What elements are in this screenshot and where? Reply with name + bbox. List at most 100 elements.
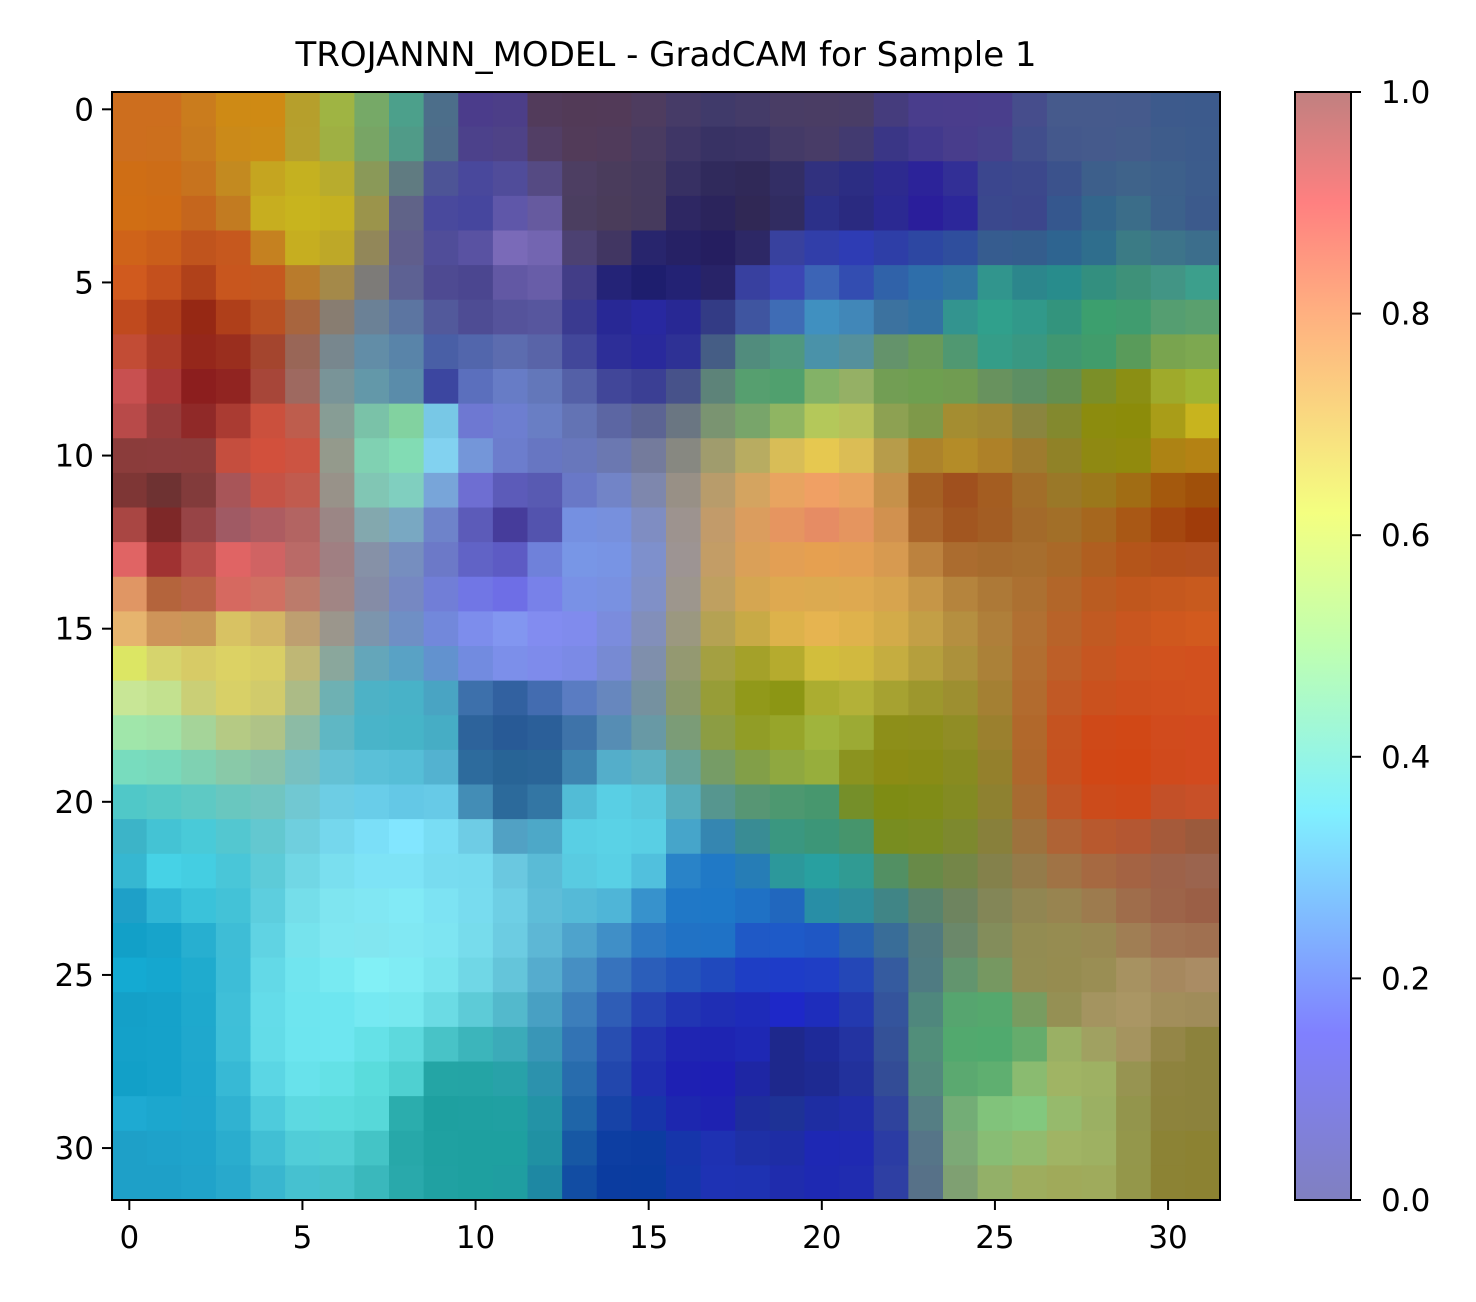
- heatmap-cell: [285, 853, 321, 889]
- heatmap-cell: [908, 1130, 944, 1166]
- heatmap-cell: [319, 369, 355, 405]
- heatmap-cell: [1185, 334, 1221, 370]
- heatmap-cell: [908, 576, 944, 612]
- heatmap-cell: [562, 715, 598, 751]
- heatmap-cell: [1012, 611, 1048, 647]
- heatmap-cell: [181, 715, 217, 751]
- heatmap-cell: [527, 438, 563, 474]
- heatmap-cell: [631, 195, 667, 232]
- heatmap-cell: [1046, 230, 1083, 266]
- heatmap-cell: [458, 1096, 494, 1132]
- heatmap-cell: [735, 957, 771, 993]
- heatmap-cell: [492, 230, 529, 266]
- heatmap-cell: [458, 126, 494, 162]
- heatmap-cell: [769, 195, 806, 232]
- heatmap-cell: [354, 92, 390, 128]
- heatmap-cell: [943, 853, 979, 889]
- heatmap-cell: [631, 438, 667, 474]
- heatmap-cell: [908, 611, 944, 647]
- heatmap-cell: [873, 576, 909, 612]
- heatmap-cell: [181, 749, 217, 786]
- heatmap-cell: [492, 749, 529, 786]
- heatmap-cell: [527, 161, 563, 197]
- heatmap-cell: [250, 403, 286, 439]
- heatmap-cell: [285, 646, 321, 682]
- heatmap-cell: [319, 646, 355, 682]
- heatmap-cell: [769, 957, 806, 993]
- heatmap-cell: [666, 680, 702, 716]
- heatmap-cell: [631, 265, 667, 301]
- heatmap-cell: [839, 299, 875, 335]
- heatmap-cell: [423, 957, 459, 993]
- heatmap-cell: [873, 992, 909, 1028]
- heatmap-cell: [943, 749, 979, 786]
- heatmap-cell: [631, 819, 667, 855]
- heatmap-cell: [423, 646, 459, 682]
- heatmap-cell: [666, 542, 702, 578]
- heatmap-cell: [215, 819, 252, 855]
- y-axis: 0 5 10 15 20 25 30: [55, 92, 112, 1167]
- heatmap-cell: [562, 161, 598, 197]
- heatmap-cell: [319, 334, 355, 370]
- heatmap-cell: [596, 888, 632, 924]
- heatmap-cell: [1012, 853, 1048, 889]
- heatmap-cell: [181, 680, 217, 716]
- heatmap-cell: [215, 542, 252, 578]
- heatmap-cell: [1116, 403, 1152, 439]
- heatmap-cell: [527, 334, 563, 370]
- heatmap-cell: [943, 542, 979, 578]
- heatmap-cell: [1081, 1061, 1117, 1097]
- heatmap-cell: [215, 888, 252, 924]
- heatmap-cell: [839, 265, 875, 301]
- heatmap-cell: [389, 438, 425, 474]
- heatmap-cell: [181, 542, 217, 578]
- heatmap-cell: [977, 507, 1013, 543]
- heatmap-cell: [1012, 888, 1048, 924]
- heatmap-cell: [596, 715, 632, 751]
- heatmap-cell: [250, 749, 286, 786]
- heatmap-cell: [1185, 403, 1221, 439]
- heatmap-cell: [319, 126, 355, 162]
- heatmap-cell: [735, 715, 771, 751]
- heatmap-cell: [700, 507, 736, 543]
- heatmap-cell: [215, 923, 252, 959]
- y-tick-label: 0: [74, 92, 94, 128]
- heatmap-cell: [146, 749, 182, 786]
- heatmap-cell: [943, 265, 979, 301]
- heatmap-cell: [527, 265, 563, 301]
- heatmap-cell: [215, 161, 252, 197]
- heatmap-cell: [769, 1165, 806, 1201]
- heatmap-cell: [250, 1130, 286, 1166]
- heatmap-cell: [1185, 957, 1221, 993]
- heatmap-cell: [562, 992, 598, 1028]
- heatmap-cell: [527, 369, 563, 405]
- heatmap-cell: [1185, 646, 1221, 682]
- heatmap-cell: [250, 992, 286, 1028]
- heatmap-cell: [596, 957, 632, 993]
- heatmap-cell: [458, 369, 494, 405]
- heatmap-cell: [1012, 161, 1048, 197]
- heatmap-cell: [181, 265, 217, 301]
- heatmap-cell: [146, 888, 182, 924]
- heatmap-cell: [1116, 819, 1152, 855]
- heatmap-cell: [1046, 819, 1083, 855]
- heatmap-cell: [631, 611, 667, 647]
- x-tick-label: 15: [629, 1220, 668, 1256]
- y-tick-label: 10: [55, 439, 94, 475]
- heatmap-cell: [977, 749, 1013, 786]
- heatmap-cell: [389, 853, 425, 889]
- heatmap-cell: [285, 472, 321, 509]
- heatmap-cell: [319, 161, 355, 197]
- heatmap-cell: [700, 1061, 736, 1097]
- heatmap-cell: [1046, 195, 1083, 232]
- heatmap-cell: [562, 542, 598, 578]
- heatmap-cell: [1081, 1096, 1117, 1132]
- heatmap-cell: [181, 611, 217, 647]
- heatmap-cell: [527, 888, 563, 924]
- heatmap-cell: [1081, 646, 1117, 682]
- heatmap-cell: [873, 853, 909, 889]
- heatmap-cell: [1046, 1026, 1083, 1063]
- heatmap-cell: [839, 1061, 875, 1097]
- heatmap-cell: [631, 369, 667, 405]
- heatmap-cell: [769, 576, 806, 612]
